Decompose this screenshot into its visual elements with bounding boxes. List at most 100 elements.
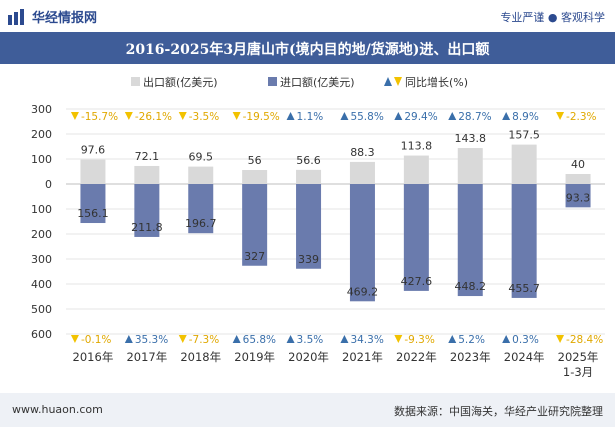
import-down-triangle-icon bbox=[394, 335, 403, 343]
import-value-label: 455.7 bbox=[508, 282, 540, 295]
legend-up-triangle-icon bbox=[384, 77, 392, 86]
footer: www.huaon.com 数据来源：中国海关，华经产业研究院整理 bbox=[0, 393, 615, 427]
y-tick-label: 200 bbox=[31, 228, 52, 241]
export-value-label: 56.6 bbox=[296, 154, 321, 167]
brand-logo-icon bbox=[8, 8, 24, 25]
export-value-label: 69.5 bbox=[189, 151, 214, 164]
import-growth-label: 65.8% bbox=[243, 334, 276, 346]
export-growth-label: -15.7% bbox=[81, 111, 118, 123]
data-labels: 97.6 156.1 -15.7% -0.1% 72.1 211.8 -26.1% 35.3%… bbox=[70, 111, 603, 346]
export-growth-label: -26.1% bbox=[135, 111, 172, 123]
x-tick-label: 2025年 bbox=[558, 350, 599, 364]
import-value-label: 211.8 bbox=[131, 221, 163, 234]
import-up-triangle-icon bbox=[232, 335, 241, 343]
export-growth-label: 55.8% bbox=[350, 111, 383, 123]
bars bbox=[80, 144, 591, 302]
import-value-label: 469.2 bbox=[347, 285, 379, 298]
x-tick-label: 2018年 bbox=[180, 350, 221, 364]
legend-label-1: 进口额(亿美元) bbox=[280, 76, 355, 89]
export-value-label: 97.6 bbox=[81, 144, 106, 157]
export-down-triangle-icon bbox=[70, 112, 79, 120]
export-growth-label: -2.3% bbox=[566, 111, 596, 123]
export-growth-label: 28.7% bbox=[458, 111, 491, 123]
export-up-triangle-icon bbox=[286, 112, 295, 120]
import-bar bbox=[296, 184, 322, 269]
export-up-triangle-icon bbox=[448, 112, 457, 120]
import-bar bbox=[511, 184, 537, 298]
y-tick-label: 500 bbox=[31, 303, 52, 316]
import-growth-label: -28.4% bbox=[566, 334, 603, 346]
x-tick-label: 2024年 bbox=[504, 350, 545, 364]
export-value-label: 157.5 bbox=[508, 129, 540, 142]
import-value-label: 339 bbox=[298, 253, 319, 266]
export-bar bbox=[457, 148, 483, 184]
import-down-triangle-icon bbox=[178, 335, 187, 343]
x-tick-label: 2017年 bbox=[126, 350, 167, 364]
import-value-label: 93.3 bbox=[566, 191, 591, 204]
export-value-label: 40 bbox=[571, 158, 585, 171]
import-value-label: 327 bbox=[244, 250, 265, 263]
export-down-triangle-icon bbox=[178, 112, 187, 120]
export-value-label: 56 bbox=[248, 154, 262, 167]
import-down-triangle-icon bbox=[70, 335, 79, 343]
y-tick-label: 300 bbox=[31, 103, 52, 116]
x-tick-label: 2022年 bbox=[396, 350, 437, 364]
export-bar bbox=[403, 155, 429, 184]
legend-label-0: 出口额(亿美元) bbox=[143, 75, 218, 89]
brand-name: 华经情报网 bbox=[32, 11, 98, 26]
import-up-triangle-icon bbox=[502, 335, 511, 343]
import-value-label: 427.6 bbox=[401, 275, 433, 288]
import-bar bbox=[349, 184, 375, 302]
x-tick-label: 2023年 bbox=[450, 350, 491, 364]
export-down-triangle-icon bbox=[232, 112, 241, 120]
import-growth-label: 3.5% bbox=[297, 334, 324, 346]
import-growth-label: -9.3% bbox=[404, 334, 434, 346]
x-tick-label: 1-3月 bbox=[563, 365, 593, 379]
import-growth-label: -0.1% bbox=[81, 334, 111, 346]
export-value-label: 113.8 bbox=[401, 140, 433, 153]
legend-label-2: 同比增长(%) bbox=[405, 75, 468, 89]
import-value-label: 196.7 bbox=[185, 217, 217, 230]
legend-down-triangle-icon bbox=[394, 77, 402, 86]
export-up-triangle-icon bbox=[340, 112, 349, 120]
export-value-label: 143.8 bbox=[455, 132, 487, 145]
import-down-triangle-icon bbox=[556, 335, 565, 343]
export-down-triangle-icon bbox=[556, 112, 565, 120]
import-bar bbox=[565, 184, 591, 208]
legend-swatch-1 bbox=[268, 77, 277, 86]
export-bar bbox=[242, 170, 268, 184]
import-up-triangle-icon bbox=[340, 335, 349, 343]
y-tick-label: 400 bbox=[31, 278, 52, 291]
y-tick-label: 300 bbox=[31, 253, 52, 266]
export-bar bbox=[511, 144, 537, 184]
y-tick-label: 100 bbox=[31, 153, 52, 166]
legend-swatch-0 bbox=[131, 77, 140, 86]
export-bar bbox=[565, 174, 591, 184]
import-growth-label: 5.2% bbox=[458, 334, 485, 346]
brand: 华经情报网 bbox=[8, 7, 97, 26]
y-tick-label: 0 bbox=[45, 178, 52, 191]
chart-title: 2016-2025年3月唐山市(境内目的地/货源地)进、出口额 bbox=[125, 42, 490, 58]
import-bar bbox=[457, 184, 483, 297]
y-tick-label: 200 bbox=[31, 128, 52, 141]
export-growth-label: -19.5% bbox=[243, 111, 280, 123]
import-growth-label: 34.3% bbox=[350, 334, 383, 346]
footer-source: 数据来源：中国海关，华经产业研究院整理 bbox=[394, 405, 603, 418]
import-bar bbox=[242, 184, 268, 266]
import-up-triangle-icon bbox=[448, 335, 457, 343]
export-bar bbox=[296, 169, 322, 184]
import-value-label: 156.1 bbox=[77, 207, 109, 220]
footer-website: www.huaon.com bbox=[12, 403, 103, 416]
export-up-triangle-icon bbox=[502, 112, 511, 120]
x-axis: 2016年 2017年 2018年 2019年 2020年 2021年 2022年 2023年… bbox=[73, 350, 599, 379]
import-up-triangle-icon bbox=[124, 335, 133, 343]
chart: 出口额(亿美元) 进口额(亿美元) 同比增长(%) 300 200 100 0 100 200… bbox=[31, 75, 605, 379]
export-bar bbox=[349, 161, 375, 184]
import-growth-label: -7.3% bbox=[189, 334, 219, 346]
import-bar bbox=[403, 184, 429, 291]
legend: 出口额(亿美元) 进口额(亿美元) 同比增长(%) bbox=[131, 75, 468, 89]
import-bar bbox=[80, 184, 106, 224]
import-value-label: 448.2 bbox=[455, 280, 487, 293]
x-tick-label: 2016年 bbox=[73, 350, 114, 364]
